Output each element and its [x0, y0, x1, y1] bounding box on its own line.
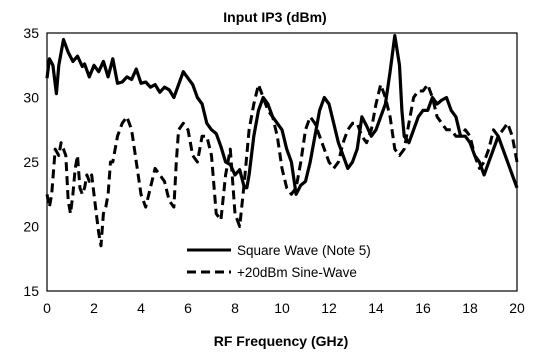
legend-label-1: Square Wave (Note 5) [237, 243, 371, 258]
y-tick-label-15: 15 [23, 283, 39, 299]
y-tick-label-25: 25 [23, 154, 39, 170]
legend-background [181, 236, 391, 284]
series-line-1 [45, 34, 519, 196]
y-tick-label-35: 35 [23, 25, 39, 41]
x-tick-label-2: 2 [90, 300, 98, 316]
x-tick-label-14: 14 [368, 300, 384, 316]
y-tick-label-30: 30 [23, 90, 39, 106]
x-tick-label-16: 16 [415, 300, 431, 316]
y-tick-label-20: 20 [23, 219, 39, 235]
x-tick-label-10: 10 [274, 300, 290, 316]
series-line-2 [45, 83, 519, 248]
x-tick-label-6: 6 [184, 300, 192, 316]
x-tick-label-18: 18 [462, 300, 478, 316]
x-tick-label-8: 8 [231, 300, 239, 316]
chart-title: Input IP3 (dBm) [223, 9, 326, 25]
x-axis-title: RF Frequency (GHz) [214, 333, 349, 349]
plot-area: 15 20 25 30 35 0 2 4 6 8 10 12 14 16 18 20 Square Wave (… [23, 25, 525, 316]
legend-label-2: +20dBm Sine-Wave [237, 265, 357, 280]
x-tick-label-0: 0 [43, 300, 51, 316]
x-tick-label-12: 12 [321, 300, 337, 316]
x-tick-label-4: 4 [137, 300, 145, 316]
x-tick-label-20: 20 [509, 300, 525, 316]
